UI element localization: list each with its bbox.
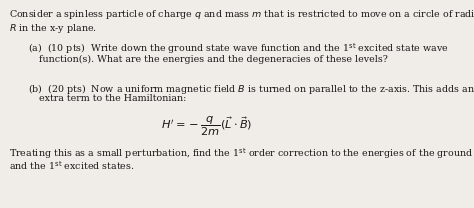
- Text: and the 1$^{\mathrm{st}}$ excited states.: and the 1$^{\mathrm{st}}$ excited states…: [9, 160, 134, 172]
- Text: (a)  (10 pts)  Write down the ground state wave function and the 1$^{\mathrm{st}: (a) (10 pts) Write down the ground state…: [28, 42, 449, 56]
- Text: $R$ in the x-y plane.: $R$ in the x-y plane.: [9, 22, 97, 35]
- Text: (b)  (20 pts)  Now a uniform magnetic field $B$ is turned on parallel to the z-a: (b) (20 pts) Now a uniform magnetic fiel…: [28, 82, 474, 95]
- Text: function(s). What are the energies and the degeneracies of these levels?: function(s). What are the energies and t…: [39, 54, 388, 64]
- Text: Consider a spinless particle of charge $q$ and mass $m$ that is restricted to mo: Consider a spinless particle of charge $…: [9, 8, 474, 21]
- Text: $H^{\prime} = -\dfrac{q}{2m}(\vec{L}\cdot\vec{B})$: $H^{\prime} = -\dfrac{q}{2m}(\vec{L}\cdo…: [161, 115, 252, 138]
- Text: Treating this as a small perturbation, find the 1$^{\mathrm{st}}$ order correcti: Treating this as a small perturbation, f…: [9, 147, 473, 161]
- Text: extra term to the Hamiltonian:: extra term to the Hamiltonian:: [39, 94, 186, 103]
